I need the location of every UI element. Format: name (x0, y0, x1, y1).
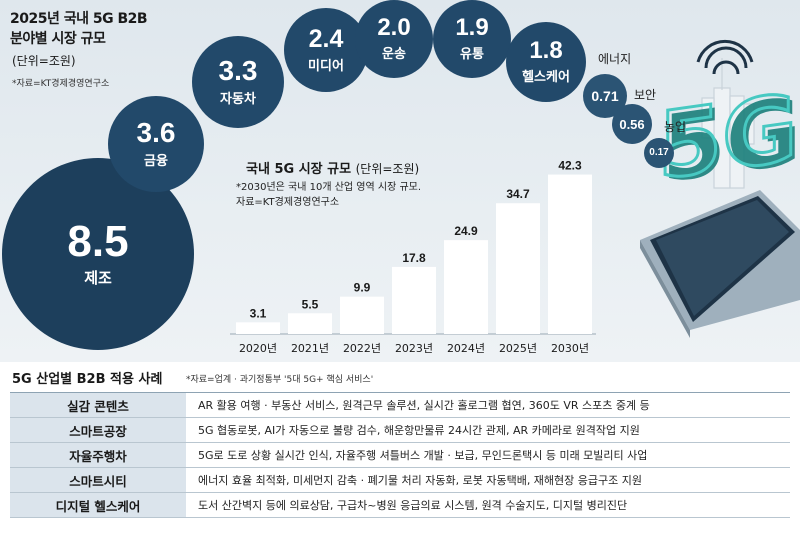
bar-chart: 3.1 2020년 5.5 2021년 9.9 2022년 17.8 2023년 24.9 202… (230, 159, 596, 355)
bar-value-label: 5.5 (302, 297, 319, 311)
chart-title-text: 국내 5G 시장 규모 (246, 162, 352, 177)
source-label: *자료=KT경제경영연구소 (12, 79, 110, 89)
cases-table: 실감 콘텐츠 AR 활용 여행 · 부동산 서비스, 원격근무 솔루션, 실시간 … (10, 392, 790, 518)
x-tick-label: 2024년 (447, 342, 485, 355)
row-desc: 5G로 도로 상황 실시간 인식, 자율주행 셔틀버스 개발 · 보급, 무인드… (186, 442, 790, 468)
bubble-label: 금융 (144, 154, 168, 169)
table-row: 디지털 헬스케어 도서 산간벽지 등에 의료상담, 구급차~병원 응급의료 시스템… (10, 492, 790, 518)
bubble-label-agriculture: 농업 (664, 120, 687, 134)
bubble-value: 1.9 (455, 14, 489, 41)
x-tick-label: 2020년 (239, 342, 277, 355)
bubble-value: 1.8 (529, 37, 563, 64)
phone-icon (640, 190, 800, 338)
section-title: 5G 산업별 B2B 적용 사례 (12, 372, 163, 387)
chart-unit: (단위=조원) (355, 162, 420, 176)
bar-value-label: 24.9 (454, 224, 478, 238)
antenna-tower-icon (701, 58, 755, 189)
bar-2025년 (496, 203, 540, 334)
bubble-value: 3.3 (218, 55, 258, 86)
table-row: 실감 콘텐츠 AR 활용 여행 · 부동산 서비스, 원격근무 솔루션, 실시간 … (10, 392, 790, 418)
bubble-value: 2.4 (308, 24, 344, 53)
bar-value-label: 3.1 (250, 306, 267, 320)
bubble-automotive: 3.3 자동차 (192, 36, 284, 128)
bubble-retail: 1.9 유통 (433, 0, 511, 78)
row-name: 실감 콘텐츠 (10, 392, 186, 418)
bar-2023년 (392, 266, 436, 334)
chart-title: 국내 5G 시장 규모 (단위=조원) (246, 158, 419, 177)
bar-2022년 (340, 296, 384, 334)
bubble-label: 제조 (84, 269, 112, 287)
bar-value-label: 42.3 (558, 159, 582, 173)
bubble-label-security: 보안 (634, 88, 657, 102)
bubble-label: 유통 (460, 47, 484, 62)
row-name: 스마트공장 (10, 417, 186, 443)
row-name: 자율주행차 (10, 442, 186, 468)
bubble-value: 3.6 (136, 117, 176, 148)
bubble-agriculture: 0.17 (644, 138, 674, 168)
row-name: 스마트시티 (10, 467, 186, 493)
application-cases-section: 5G 산업별 B2B 적용 사례 *자료=업계 · 과기정통부 '5대 5G+ … (0, 362, 800, 536)
x-tick-label: 2023년 (395, 342, 433, 355)
table-row: 스마트공장 5G 협동로봇, AI가 자동으로 불량 검수, 해운항만물류 24시… (10, 417, 790, 443)
main-title-line1: 2025년 국내 5G B2B (10, 11, 148, 27)
bubble-value: 8.5 (67, 217, 129, 266)
chart-note-line1: *2030년은 국내 10개 산업 영역 시장 규모. (236, 182, 422, 193)
svg-text:5G: 5G (662, 77, 800, 204)
signal-waves-icon (696, 39, 754, 75)
unit-label: (단위=조원) (12, 54, 76, 68)
bubble-security: 0.56 (612, 104, 652, 144)
bubble-transport: 2.0 운송 (355, 0, 433, 78)
phone-5g-illustration: 5G 5G (640, 39, 800, 338)
bubble-label: 운송 (382, 47, 406, 62)
chart-note-line2: 자료=KT경제경영연구소 (236, 197, 340, 208)
row-name: 디지털 헬스케어 (10, 492, 186, 518)
bar-value-label: 34.7 (506, 187, 530, 201)
bubble-value: 0.17 (649, 147, 669, 158)
bubble-label: 자동차 (220, 92, 256, 107)
bar-value-label: 17.8 (402, 251, 426, 265)
bubble-label: 미디어 (308, 58, 344, 74)
row-desc: AR 활용 여행 · 부동산 서비스, 원격근무 솔루션, 실시간 홀로그램 협… (186, 392, 790, 418)
section-source: *자료=업계 · 과기정통부 '5대 5G+ 핵심 서비스' (186, 375, 374, 385)
bar-2021년 (288, 313, 332, 334)
bubble-value: 0.56 (619, 116, 645, 132)
table-row: 스마트시티 에너지 효율 최적화, 미세먼지 감축 · 폐기물 처리 자동화, 로… (10, 467, 790, 493)
bar-2024년 (444, 240, 488, 334)
bubble-value: 2.0 (377, 14, 411, 41)
x-tick-label: 2025년 (499, 342, 537, 355)
x-tick-label: 2030년 (551, 342, 589, 355)
main-title-line2: 분야별 시장 규모 (10, 31, 106, 47)
bubble-finance: 3.6 금융 (108, 96, 204, 192)
row-desc: 도서 산간벽지 등에 의료상담, 구급차~병원 응급의료 시스템, 원격 수술지… (186, 492, 790, 518)
5g-logo: 5G 5G (657, 72, 800, 204)
bubble-media: 2.4 미디어 (284, 8, 368, 92)
row-desc: 5G 협동로봇, AI가 자동으로 불량 검수, 해운항만물류 24시간 관제,… (186, 417, 790, 443)
chart-note: *2030년은 국내 10개 산업 영역 시장 규모. 자료=KT경제경영연구소 (236, 180, 421, 210)
bubble-label: 헬스케어 (522, 70, 570, 85)
row-desc: 에너지 효율 최적화, 미세먼지 감축 · 폐기물 처리 자동화, 로봇 자동택… (186, 467, 790, 493)
table-row: 자율주행차 5G로 도로 상황 실시간 인식, 자율주행 셔틀버스 개발 · 보급… (10, 442, 790, 468)
bar-value-label: 9.9 (354, 281, 371, 295)
x-tick-label: 2022년 (343, 342, 381, 355)
bubble-healthcare: 1.8 헬스케어 (506, 22, 586, 102)
bar-2030년 (548, 174, 592, 334)
x-tick-label: 2021년 (291, 342, 329, 355)
bar-2020년 (236, 322, 280, 334)
svg-text:5G: 5G (658, 73, 798, 200)
bubble-value: 0.71 (591, 88, 619, 104)
bubble-label-energy: 에너지 (598, 52, 632, 66)
